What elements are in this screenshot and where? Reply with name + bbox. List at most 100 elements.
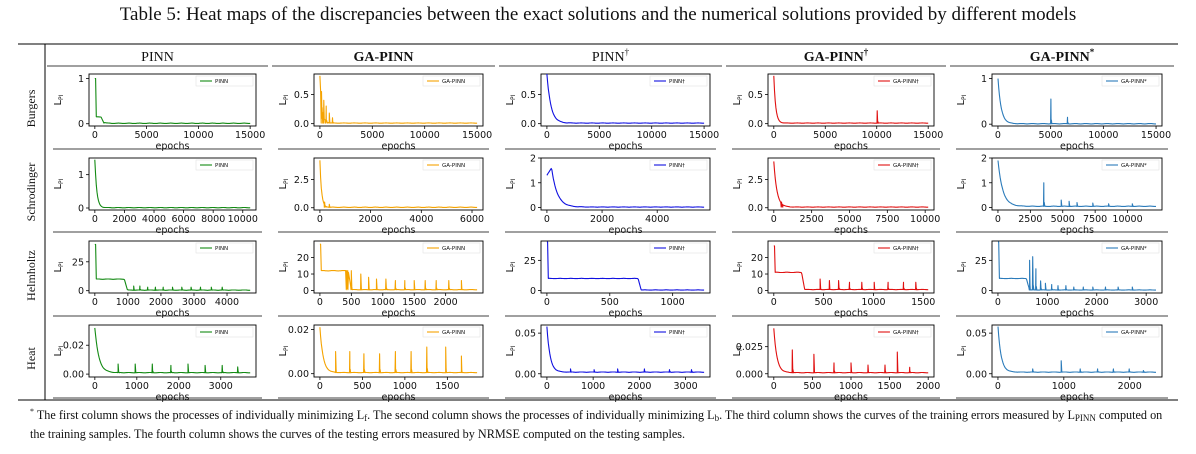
column-header-label: PINN bbox=[141, 50, 174, 65]
y-axis-label: LPI bbox=[278, 345, 290, 356]
x-tick-label: 1000 bbox=[581, 381, 605, 392]
y-tick-label: 25 bbox=[975, 256, 987, 267]
chart-helmholtz-0: 0 1000 2000 3000 4000 0 25 epochs LPI PINN bbox=[53, 240, 257, 319]
x-tick-label: 2000 bbox=[1085, 297, 1109, 308]
axes-frame bbox=[88, 324, 257, 378]
footnote-text-2: . The second column shows the processes … bbox=[367, 408, 715, 423]
y-axis-label: LPI bbox=[278, 178, 290, 189]
y-tick-label: 1 bbox=[981, 178, 987, 189]
y-axis-label: LPI bbox=[956, 345, 968, 356]
footnote: * The first column shows the processes o… bbox=[30, 404, 1180, 442]
chart-helmholtz-3: 0 500 1000 1500 0 10 20 epochs LPI GA-PINN† bbox=[732, 240, 935, 319]
footnote-sub-3: PINN bbox=[1074, 413, 1096, 424]
series-line bbox=[546, 326, 705, 373]
legend-box bbox=[1101, 159, 1160, 171]
x-tick-label: 7500 bbox=[875, 214, 899, 225]
y-tick-label: 1 bbox=[981, 74, 987, 85]
y-tick-label: 2 bbox=[981, 154, 987, 165]
row-label-0: Burgers bbox=[24, 89, 38, 127]
y-tick-label: 0.0 bbox=[294, 203, 309, 214]
x-tick-label: 10000 bbox=[228, 214, 258, 225]
y-axis-label: LPI bbox=[732, 261, 744, 272]
legend-label: GA-PINN† bbox=[893, 79, 919, 85]
x-tick-label: 2000 bbox=[590, 214, 614, 225]
x-tick-label: 6000 bbox=[460, 214, 484, 225]
x-tick-label: 0 bbox=[92, 214, 98, 225]
series-line bbox=[773, 161, 929, 208]
column-header-0: PINN bbox=[141, 50, 174, 65]
axes-frame bbox=[540, 240, 711, 294]
chart-heat-3: 0 500 1000 1500 2000 0.000 0.025 epochs LPI GA-PI… bbox=[732, 324, 940, 403]
y-tick-label: 0 bbox=[981, 286, 987, 297]
x-axis-label: epochs bbox=[382, 392, 416, 403]
y-tick-label: 0 bbox=[757, 286, 763, 297]
y-tick-label: 2 bbox=[530, 154, 536, 165]
x-axis-label: epochs bbox=[156, 141, 190, 152]
x-tick-label: 2000 bbox=[627, 381, 651, 392]
x-tick-label: 1000 bbox=[116, 297, 140, 308]
x-tick-label: 15000 bbox=[689, 130, 719, 141]
column-header-4: GA-PINN* bbox=[1030, 47, 1095, 65]
chart-heat-4: 0 1000 2000 0.00 0.05 epochs LPI GA-PINN* bbox=[956, 324, 1163, 403]
x-tick-label: 1000 bbox=[125, 381, 149, 392]
x-tick-label: 1500 bbox=[402, 297, 426, 308]
legend-label: GA-PINN bbox=[442, 79, 465, 85]
x-tick-label: 10000 bbox=[637, 130, 667, 141]
legend-box bbox=[195, 159, 254, 171]
series-line bbox=[546, 167, 705, 208]
x-tick-label: 3000 bbox=[182, 297, 206, 308]
chart-burgers-1: 0 5000 10000 15000 0.0 0.5 epochs LPI GA-PINN bbox=[278, 73, 492, 152]
chart-burgers-3: 0 5000 10000 15000 0.0 0.5 epochs LPI GA-PINN† bbox=[732, 73, 943, 152]
legend-label: PINN bbox=[215, 246, 228, 252]
chart-heat-1: 0 500 1000 1500 0.00 0.02 epochs LPI GA-PINN bbox=[278, 324, 484, 403]
legend-box bbox=[1101, 326, 1160, 338]
footnote-sub-1: f bbox=[364, 413, 368, 424]
legend-label: GA-PINN bbox=[442, 246, 465, 252]
y-tick-label: 0.05 bbox=[966, 329, 987, 340]
legend-box bbox=[422, 242, 481, 254]
footnote-text-3: . The third column shows the curves of t… bbox=[719, 408, 1075, 423]
series-line bbox=[997, 326, 1156, 373]
series-line bbox=[546, 241, 705, 291]
x-tick-label: 4000 bbox=[215, 297, 239, 308]
y-tick-label: 0 bbox=[78, 119, 84, 130]
y-tick-label: 1 bbox=[78, 170, 84, 181]
y-tick-label: 10 bbox=[751, 270, 763, 281]
series-line bbox=[319, 160, 478, 208]
x-axis-label: epochs bbox=[156, 225, 190, 236]
x-tick-label: 2500 bbox=[800, 214, 824, 225]
y-tick-label: 2.5 bbox=[748, 175, 763, 186]
series-line bbox=[319, 327, 478, 374]
legend-label: PINN† bbox=[669, 246, 685, 252]
table-caption: Table 5: Heat maps of the discrepancies … bbox=[119, 4, 1077, 25]
x-tick-label: 15000 bbox=[462, 130, 492, 141]
legend-label: PINN bbox=[215, 163, 228, 169]
x-axis-label: epochs bbox=[834, 392, 868, 403]
x-tick-label: 0 bbox=[995, 297, 1001, 308]
chart-heat-0: 0 1000 2000 3000 0.00 0.02 epochs LPI PINN bbox=[53, 324, 257, 403]
x-tick-label: 500 bbox=[601, 297, 619, 308]
legend-label: GA-PINN† bbox=[893, 330, 919, 336]
series-line bbox=[773, 328, 929, 374]
x-tick-label: 15000 bbox=[235, 130, 265, 141]
x-tick-label: 2000 bbox=[434, 297, 458, 308]
x-tick-label: 10000 bbox=[183, 130, 213, 141]
x-tick-label: 2000 bbox=[167, 381, 191, 392]
axes-frame bbox=[540, 73, 711, 127]
x-tick-label: 1000 bbox=[861, 297, 885, 308]
y-tick-label: 0 bbox=[530, 203, 536, 214]
axes-frame bbox=[313, 157, 484, 211]
x-tick-label: 500 bbox=[803, 381, 821, 392]
x-tick-label: 3000 bbox=[209, 381, 233, 392]
y-tick-label: 0.02 bbox=[63, 341, 84, 352]
x-axis-label: epochs bbox=[834, 308, 868, 319]
row-label-3: Heat bbox=[24, 347, 38, 370]
axes-frame bbox=[313, 240, 484, 294]
legend-label: GA-PINN bbox=[442, 330, 465, 336]
x-tick-label: 0 bbox=[317, 381, 323, 392]
legend-label: PINN bbox=[215, 330, 228, 336]
x-tick-label: 0 bbox=[92, 130, 98, 141]
legend-box bbox=[649, 242, 708, 254]
x-tick-label: 8000 bbox=[201, 214, 225, 225]
